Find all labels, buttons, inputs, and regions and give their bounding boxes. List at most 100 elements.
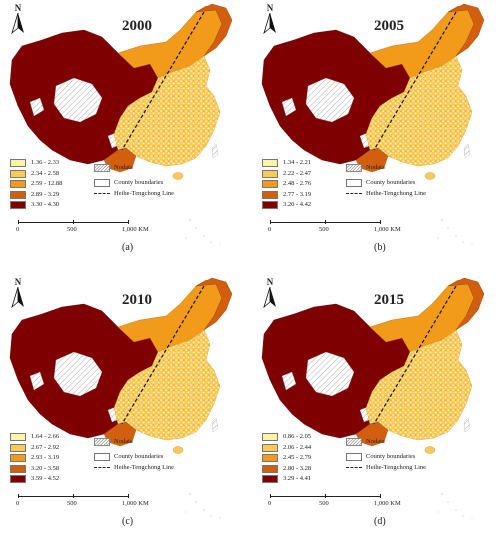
legend-range: 1.36 - 2.33 (31, 159, 60, 166)
legend-range: 2.34 - 2.58 (31, 169, 60, 177)
map-nodata-area (305, 351, 355, 397)
choropleth-map (9, 277, 233, 519)
legend-swatch (10, 190, 26, 199)
legend-range: 2.59 - 12.88 (31, 180, 63, 187)
map-island (463, 417, 471, 433)
map-island (463, 143, 471, 159)
legend-range: 1.34 - 2.21 (283, 159, 312, 166)
legend-range: 3.20 - 4.42 (283, 201, 312, 208)
legend-line: Heihe-Tengchong Line (346, 188, 426, 199)
map-panel-2000: N 2000 1.36 - 2.33 2.34 - 2.58 2.59 - 12… (0, 0, 248, 272)
legend-line: Heihe-Tengchong Line (346, 462, 426, 473)
map-island (424, 172, 436, 180)
legend-swatch (262, 443, 278, 452)
map-year-title: 2015 (374, 292, 404, 308)
map-northeast (447, 3, 485, 57)
legend-class-1: 1.64 - 2.66 (10, 432, 59, 443)
legend-swatch (10, 464, 26, 473)
panel-label: (d) (374, 516, 386, 527)
legend-nodata-label: Nodata (114, 438, 133, 445)
heihe-tengchong-line (121, 285, 205, 425)
map-nodata-area (305, 77, 355, 123)
legend-swatch (10, 433, 26, 442)
legend-county: County boundaries (94, 177, 174, 188)
map-northeast (195, 277, 233, 331)
map-island (211, 417, 219, 433)
legend-range: 2.45 - 2.79 (283, 454, 312, 461)
legend-range: 2.89 - 3.29 (31, 190, 60, 198)
legend-nodata: Nodata (346, 162, 426, 173)
legend-range: 2.80 - 3.28 (283, 464, 312, 472)
map-nodata-area (281, 371, 297, 391)
map-east-region (113, 329, 221, 441)
legend-swatch (10, 475, 26, 484)
north-arrow: N (263, 4, 277, 37)
legend-county: County boundaries (346, 177, 426, 188)
north-arrow-icon (11, 286, 24, 309)
legend-line-label: Heihe-Tengchong Line (366, 190, 427, 197)
map-sea-islands (437, 493, 473, 519)
legend-class-3: 2.48 - 2.76 (262, 179, 311, 190)
map-nodata-area (29, 371, 45, 391)
map-year-title: 2005 (374, 18, 404, 34)
legend-class-1: 1.34 - 2.21 (262, 158, 311, 169)
legend-range: 3.29 - 4.41 (283, 475, 312, 482)
panel-label: (b) (374, 242, 386, 253)
legend-swatch (10, 443, 26, 452)
line-swatch (346, 467, 362, 468)
north-arrow-icon (11, 12, 24, 35)
legend-county-label: County boundaries (366, 179, 416, 186)
map-southwest (355, 421, 389, 447)
map-legend: 1.34 - 2.21 2.22 - 2.47 2.48 - 2.76 2.77… (262, 158, 311, 211)
map-sea-islands (437, 219, 473, 245)
legend-class-1: 1.36 - 2.33 (10, 158, 62, 169)
north-arrow: N (11, 4, 25, 37)
legend-range: 2.93 - 3.19 (31, 454, 60, 461)
legend-swatch (262, 433, 278, 442)
heihe-tengchong-line (121, 11, 205, 151)
legend-class-3: 2.59 - 12.88 (10, 179, 62, 190)
legend-class-5: 3.20 - 4.42 (262, 200, 311, 211)
legend-swatch (10, 454, 26, 463)
choropleth-map (261, 3, 485, 245)
map-southwest (103, 147, 137, 173)
map-east-region (365, 329, 473, 441)
map-panel-2005: N 2005 1.34 - 2.21 2.22 - 2.47 2.48 - 2.… (252, 0, 500, 272)
scale-label-1000: 1,000 KM (122, 226, 149, 233)
legend-swatch (262, 201, 278, 210)
scale-label-500: 500 (319, 500, 329, 507)
county-swatch (94, 178, 110, 187)
north-arrow: N (263, 278, 277, 311)
legend-class-2: 2.22 - 2.47 (262, 169, 311, 180)
legend-swatch (10, 169, 26, 178)
panel-label: (a) (122, 242, 134, 253)
legend-swatch (262, 180, 278, 189)
legend-nodata-label: Nodata (366, 438, 385, 445)
scale-label-0: 0 (268, 500, 272, 507)
panel-label: (c) (122, 516, 134, 527)
north-arrow-icon (263, 286, 276, 309)
map-legend: 0.86 - 2.05 2.06 - 2.44 2.45 - 2.79 2.80… (262, 432, 311, 485)
legend-range: 2.48 - 2.76 (283, 180, 312, 187)
legend-range: 0.86 - 2.05 (283, 433, 312, 440)
legend-swatch (10, 159, 26, 168)
map-east-region (113, 55, 221, 167)
legend-range: 3.20 - 3.58 (31, 464, 60, 472)
scale-label-0: 0 (16, 226, 20, 233)
north-label: N (14, 3, 22, 13)
choropleth-map (9, 3, 233, 245)
legend-nodata-label: Nodata (366, 164, 385, 171)
scale-label-500: 500 (67, 226, 77, 233)
map-sea-islands (185, 219, 221, 245)
map-northeast (195, 3, 233, 57)
legend-line-label: Heihe-Tengchong Line (114, 464, 175, 471)
north-label: N (266, 277, 274, 287)
legend-swatch (262, 190, 278, 199)
legend-county: County boundaries (94, 451, 174, 462)
north-arrow: N (11, 278, 25, 311)
choropleth-map (261, 277, 485, 519)
nodata-swatch (346, 163, 362, 172)
legend-county-label: County boundaries (366, 453, 416, 460)
scale-label-1000: 1,000 KM (374, 500, 401, 507)
map-east-region (365, 55, 473, 167)
